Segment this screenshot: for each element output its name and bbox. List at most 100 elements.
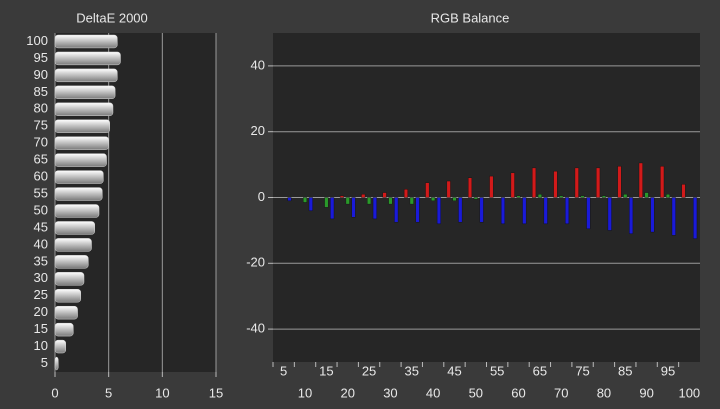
chart-title: DeltaE 2000 — [76, 10, 148, 25]
bar — [660, 166, 665, 198]
bar — [367, 197, 372, 205]
y-tick-label: 45 — [34, 219, 48, 234]
bar — [303, 197, 308, 203]
x-tick-label: 95 — [661, 363, 675, 378]
x-tick-label: 15 — [209, 385, 223, 400]
x-tick-label: 80 — [597, 385, 611, 400]
x-tick-label: 10 — [155, 385, 169, 400]
bar — [324, 197, 329, 208]
bar — [54, 136, 109, 150]
bar — [54, 68, 118, 83]
bar — [394, 197, 399, 223]
bar — [452, 197, 457, 201]
bar — [54, 322, 74, 337]
bar — [559, 195, 564, 198]
y-tick-label: -20 — [246, 255, 265, 270]
x-tick-label: 55 — [490, 363, 504, 378]
y-tick-label: 85 — [34, 84, 48, 99]
plot-area — [55, 33, 216, 372]
x-tick-label: 0 — [51, 385, 58, 400]
bar — [644, 192, 649, 198]
x-tick-label: 50 — [469, 385, 483, 400]
bar — [489, 175, 494, 198]
x-tick-label: 70 — [554, 385, 568, 400]
bar — [510, 172, 515, 198]
bar — [372, 197, 377, 220]
bar — [565, 197, 570, 225]
bar — [54, 221, 95, 235]
bar — [382, 192, 387, 198]
bar — [54, 187, 103, 201]
bar — [446, 180, 451, 198]
bar — [54, 272, 85, 286]
y-tick-label: 95 — [34, 50, 48, 65]
bar — [54, 204, 100, 218]
x-tick-label: 25 — [362, 363, 376, 378]
bar — [425, 182, 430, 198]
bar — [516, 195, 521, 198]
bar — [339, 195, 344, 198]
x-tick-label: 45 — [447, 363, 461, 378]
bar — [522, 197, 527, 225]
bar — [54, 289, 82, 303]
bar — [431, 197, 436, 201]
bar — [468, 177, 473, 198]
bar — [500, 197, 505, 225]
y-tick-label: 15 — [34, 321, 48, 336]
bar — [532, 167, 537, 198]
x-tick-label: 90 — [639, 385, 653, 400]
y-tick-label: 0 — [258, 189, 265, 204]
x-tick-label: 5 — [280, 363, 287, 378]
bar — [601, 195, 606, 198]
bar — [351, 197, 356, 218]
bar — [54, 339, 66, 354]
bar — [308, 197, 313, 211]
bar — [617, 166, 622, 198]
bar — [54, 305, 78, 320]
bar — [403, 189, 408, 198]
y-tick-label: 50 — [34, 202, 48, 217]
y-tick-label: 65 — [34, 152, 48, 167]
x-tick-label: 60 — [511, 385, 525, 400]
bar — [681, 184, 686, 198]
y-tick-label: 100 — [26, 33, 48, 48]
bar — [54, 85, 116, 100]
x-tick-label: 35 — [405, 363, 419, 378]
bar — [409, 197, 414, 205]
x-tick-label: 30 — [383, 385, 397, 400]
bar — [54, 170, 104, 184]
bar — [54, 238, 92, 252]
x-tick-label: 10 — [298, 385, 312, 400]
x-tick-label: 65 — [533, 363, 547, 378]
bar — [54, 153, 107, 167]
bar — [436, 197, 441, 225]
y-tick-label: 70 — [34, 135, 48, 150]
bar — [671, 197, 676, 236]
bar — [693, 197, 698, 239]
bar — [458, 197, 463, 223]
bar — [543, 197, 548, 225]
bar — [650, 197, 655, 233]
bar — [54, 356, 59, 371]
y-tick-label: 35 — [34, 253, 48, 268]
y-tick-label: 30 — [34, 270, 48, 285]
y-tick-label: 5 — [41, 355, 48, 370]
y-tick-label: -40 — [246, 321, 265, 336]
y-tick-label: 40 — [251, 57, 265, 72]
y-tick-label: 20 — [251, 123, 265, 138]
bar — [361, 194, 366, 198]
chart-title: RGB Balance — [431, 10, 510, 25]
bar — [623, 194, 628, 198]
bar — [629, 197, 634, 234]
bar — [586, 197, 591, 229]
bar — [287, 197, 292, 201]
bar — [473, 197, 478, 200]
bar — [415, 197, 420, 223]
bar — [580, 195, 585, 198]
bar — [330, 197, 335, 220]
bar — [596, 167, 601, 198]
y-tick-label: 90 — [34, 67, 48, 82]
y-tick-label: 60 — [34, 169, 48, 184]
y-tick-label: 25 — [34, 287, 48, 302]
